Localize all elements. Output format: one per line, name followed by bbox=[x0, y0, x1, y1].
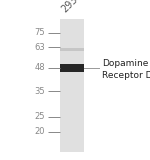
Bar bbox=[60, 19, 84, 152]
Bar bbox=[60, 48, 84, 51]
Text: 35: 35 bbox=[34, 87, 45, 96]
Text: 48: 48 bbox=[34, 64, 45, 72]
Text: 293T: 293T bbox=[60, 0, 84, 14]
Bar bbox=[60, 64, 84, 72]
Text: Dopamine
Receptor D1: Dopamine Receptor D1 bbox=[102, 59, 150, 80]
Text: 25: 25 bbox=[34, 112, 45, 121]
Text: 75: 75 bbox=[34, 28, 45, 37]
Text: 63: 63 bbox=[34, 43, 45, 52]
Text: 20: 20 bbox=[34, 128, 45, 136]
